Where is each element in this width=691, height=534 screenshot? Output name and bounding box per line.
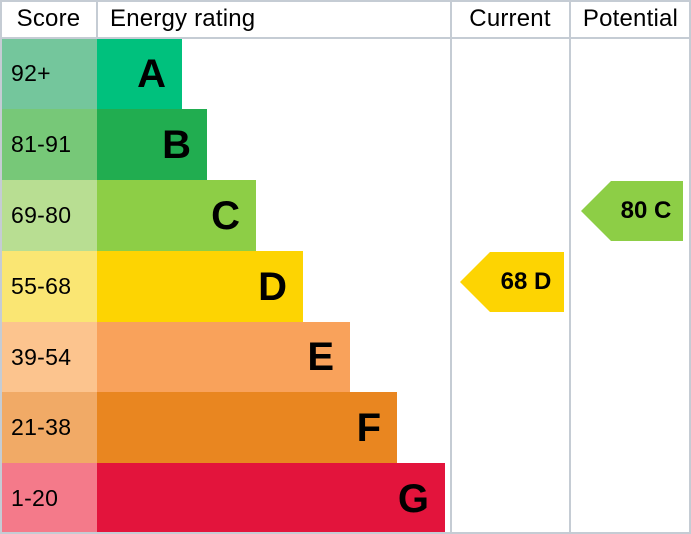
band-letter: A (137, 51, 166, 96)
potential-rating-arrow: 80 C (581, 181, 683, 241)
band-row-c: 69-80 C (0, 180, 691, 251)
band-row-b: 81-91 B (0, 109, 691, 180)
rating-bar: E (97, 322, 350, 392)
band-letter: E (307, 335, 334, 379)
score-cell: 81-91 (0, 109, 97, 180)
header-energy-rating: Energy rating (110, 4, 256, 32)
header-underline (0, 37, 691, 39)
current-rating-label: 68 D (500, 268, 552, 295)
band-letter: G (397, 476, 429, 521)
band-row-a: 92+ A (0, 38, 691, 109)
score-cell: 55-68 (0, 251, 97, 322)
band-row-f: 21-38 F (0, 392, 691, 463)
potential-column-divider (569, 0, 571, 534)
score-cell: 39-54 (0, 322, 97, 392)
rating-bar: D (97, 251, 303, 322)
rating-bar: C (97, 180, 256, 251)
rating-bar: A (97, 38, 182, 109)
rating-bar: B (97, 109, 207, 180)
band-letter: F (356, 405, 381, 450)
header-current: Current (469, 4, 551, 32)
band-row-d: 55-68 D (0, 251, 691, 322)
band-letter: C (211, 193, 240, 238)
band-letter: B (162, 122, 191, 167)
header-score: Score (16, 4, 81, 32)
score-cell: 92+ (0, 38, 97, 109)
score-cell: 21-38 (0, 392, 97, 463)
score-cell: 1-20 (0, 463, 97, 534)
rating-bar: F (97, 392, 397, 463)
band-letter: D (258, 264, 287, 309)
score-column-divider (96, 0, 98, 38)
potential-rating-label: 80 C (620, 197, 672, 224)
header-potential: Potential (582, 4, 679, 32)
band-row-e: 39-54 E (0, 322, 691, 392)
score-cell: 69-80 (0, 180, 97, 251)
band-row-g: 1-20 G (0, 463, 691, 534)
rating-bar: G (97, 463, 445, 534)
current-column-divider (450, 0, 452, 534)
